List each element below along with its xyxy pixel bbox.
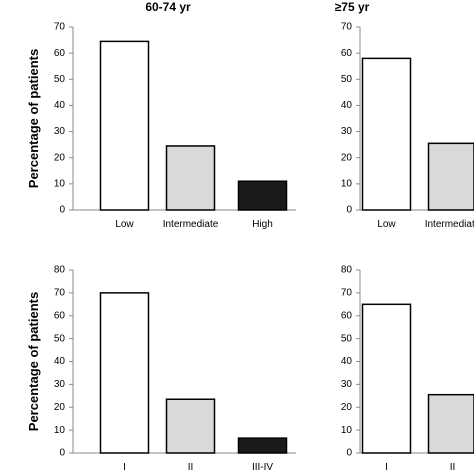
y-tick-label: 10 [341,425,353,436]
y-tick-label: 70 [341,288,353,299]
y-tick-label: 30 [341,126,353,137]
y-tick-label: 50 [341,333,353,344]
bar [165,398,216,454]
y-tick-label: 60 [341,310,353,321]
y-tick-label: 0 [59,448,65,459]
y-tick-label: 20 [341,152,353,163]
y-tick-label: 20 [54,402,66,413]
y-tick-label: 0 [346,448,352,459]
y-axis-label: Percentage of patients [26,49,41,188]
bar [361,57,412,211]
x-category-label: I [385,462,388,473]
bar [237,437,288,454]
y-tick-label: 40 [341,100,353,111]
bar [427,142,474,211]
y-tick-label: 30 [341,379,353,390]
bar [99,40,150,211]
y-tick-label: 0 [59,205,65,216]
x-category-label: Low [377,219,396,230]
y-tick-label: 40 [54,356,66,367]
bar [237,180,288,211]
y-tick-label: 10 [341,178,353,189]
bar [361,303,412,454]
x-category-label: Intermediate [163,219,219,230]
x-category-label: II [450,462,456,473]
y-tick-label: 50 [341,74,353,85]
x-category-label: II [188,462,194,473]
y-tick-label: 60 [341,48,353,59]
bar [99,292,150,454]
y-tick-label: 80 [54,265,66,276]
y-tick-label: 50 [54,333,66,344]
x-category-label: Intermediate [425,219,474,230]
chart-title: ≥75 yr [335,0,370,14]
y-tick-label: 10 [54,425,66,436]
y-tick-label: 60 [54,48,66,59]
y-tick-label: 30 [54,379,66,390]
x-category-label: Low [115,219,134,230]
chart-title: 60-74 yr [145,0,191,14]
y-tick-label: 80 [341,265,353,276]
x-category-label: III-IV [252,462,273,473]
y-axis-label: Percentage of patients [26,292,41,431]
y-tick-label: 60 [54,310,66,321]
y-tick-label: 70 [54,22,66,33]
y-tick-label: 30 [54,126,66,137]
x-category-label: I [123,462,126,473]
y-tick-label: 70 [341,22,353,33]
y-tick-label: 50 [54,74,66,85]
y-tick-label: 40 [341,356,353,367]
y-tick-label: 20 [341,402,353,413]
y-tick-label: 0 [346,205,352,216]
bar [427,393,474,454]
y-tick-label: 40 [54,100,66,111]
y-tick-label: 20 [54,152,66,163]
y-tick-label: 10 [54,178,66,189]
x-category-label: High [252,219,273,230]
bar [165,145,216,211]
y-tick-label: 70 [54,288,66,299]
